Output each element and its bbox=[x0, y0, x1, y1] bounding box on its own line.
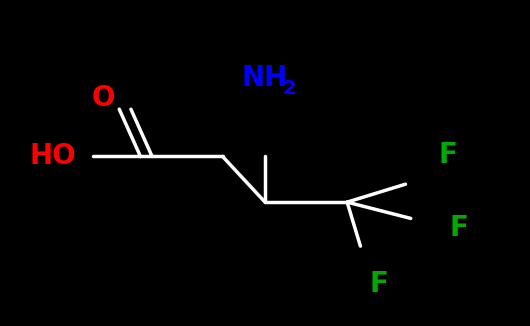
Text: 2: 2 bbox=[282, 79, 296, 97]
Text: F: F bbox=[369, 270, 388, 298]
Text: F: F bbox=[438, 141, 457, 169]
Text: HO: HO bbox=[30, 142, 76, 170]
Text: F: F bbox=[449, 214, 468, 242]
Text: NH: NH bbox=[241, 64, 287, 92]
Text: O: O bbox=[92, 84, 115, 112]
